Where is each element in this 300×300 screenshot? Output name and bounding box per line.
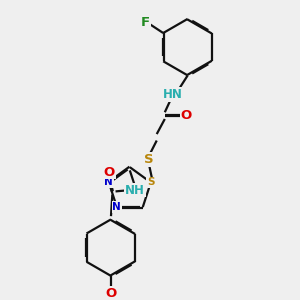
Text: F: F [141,16,150,29]
Text: O: O [105,287,117,300]
Text: S: S [147,177,154,188]
Text: O: O [181,109,192,122]
Text: S: S [144,153,154,166]
Text: O: O [103,166,115,178]
Text: N: N [112,202,121,212]
Text: HN: HN [163,88,183,101]
Text: NH: NH [125,184,145,196]
Text: N: N [104,177,113,188]
